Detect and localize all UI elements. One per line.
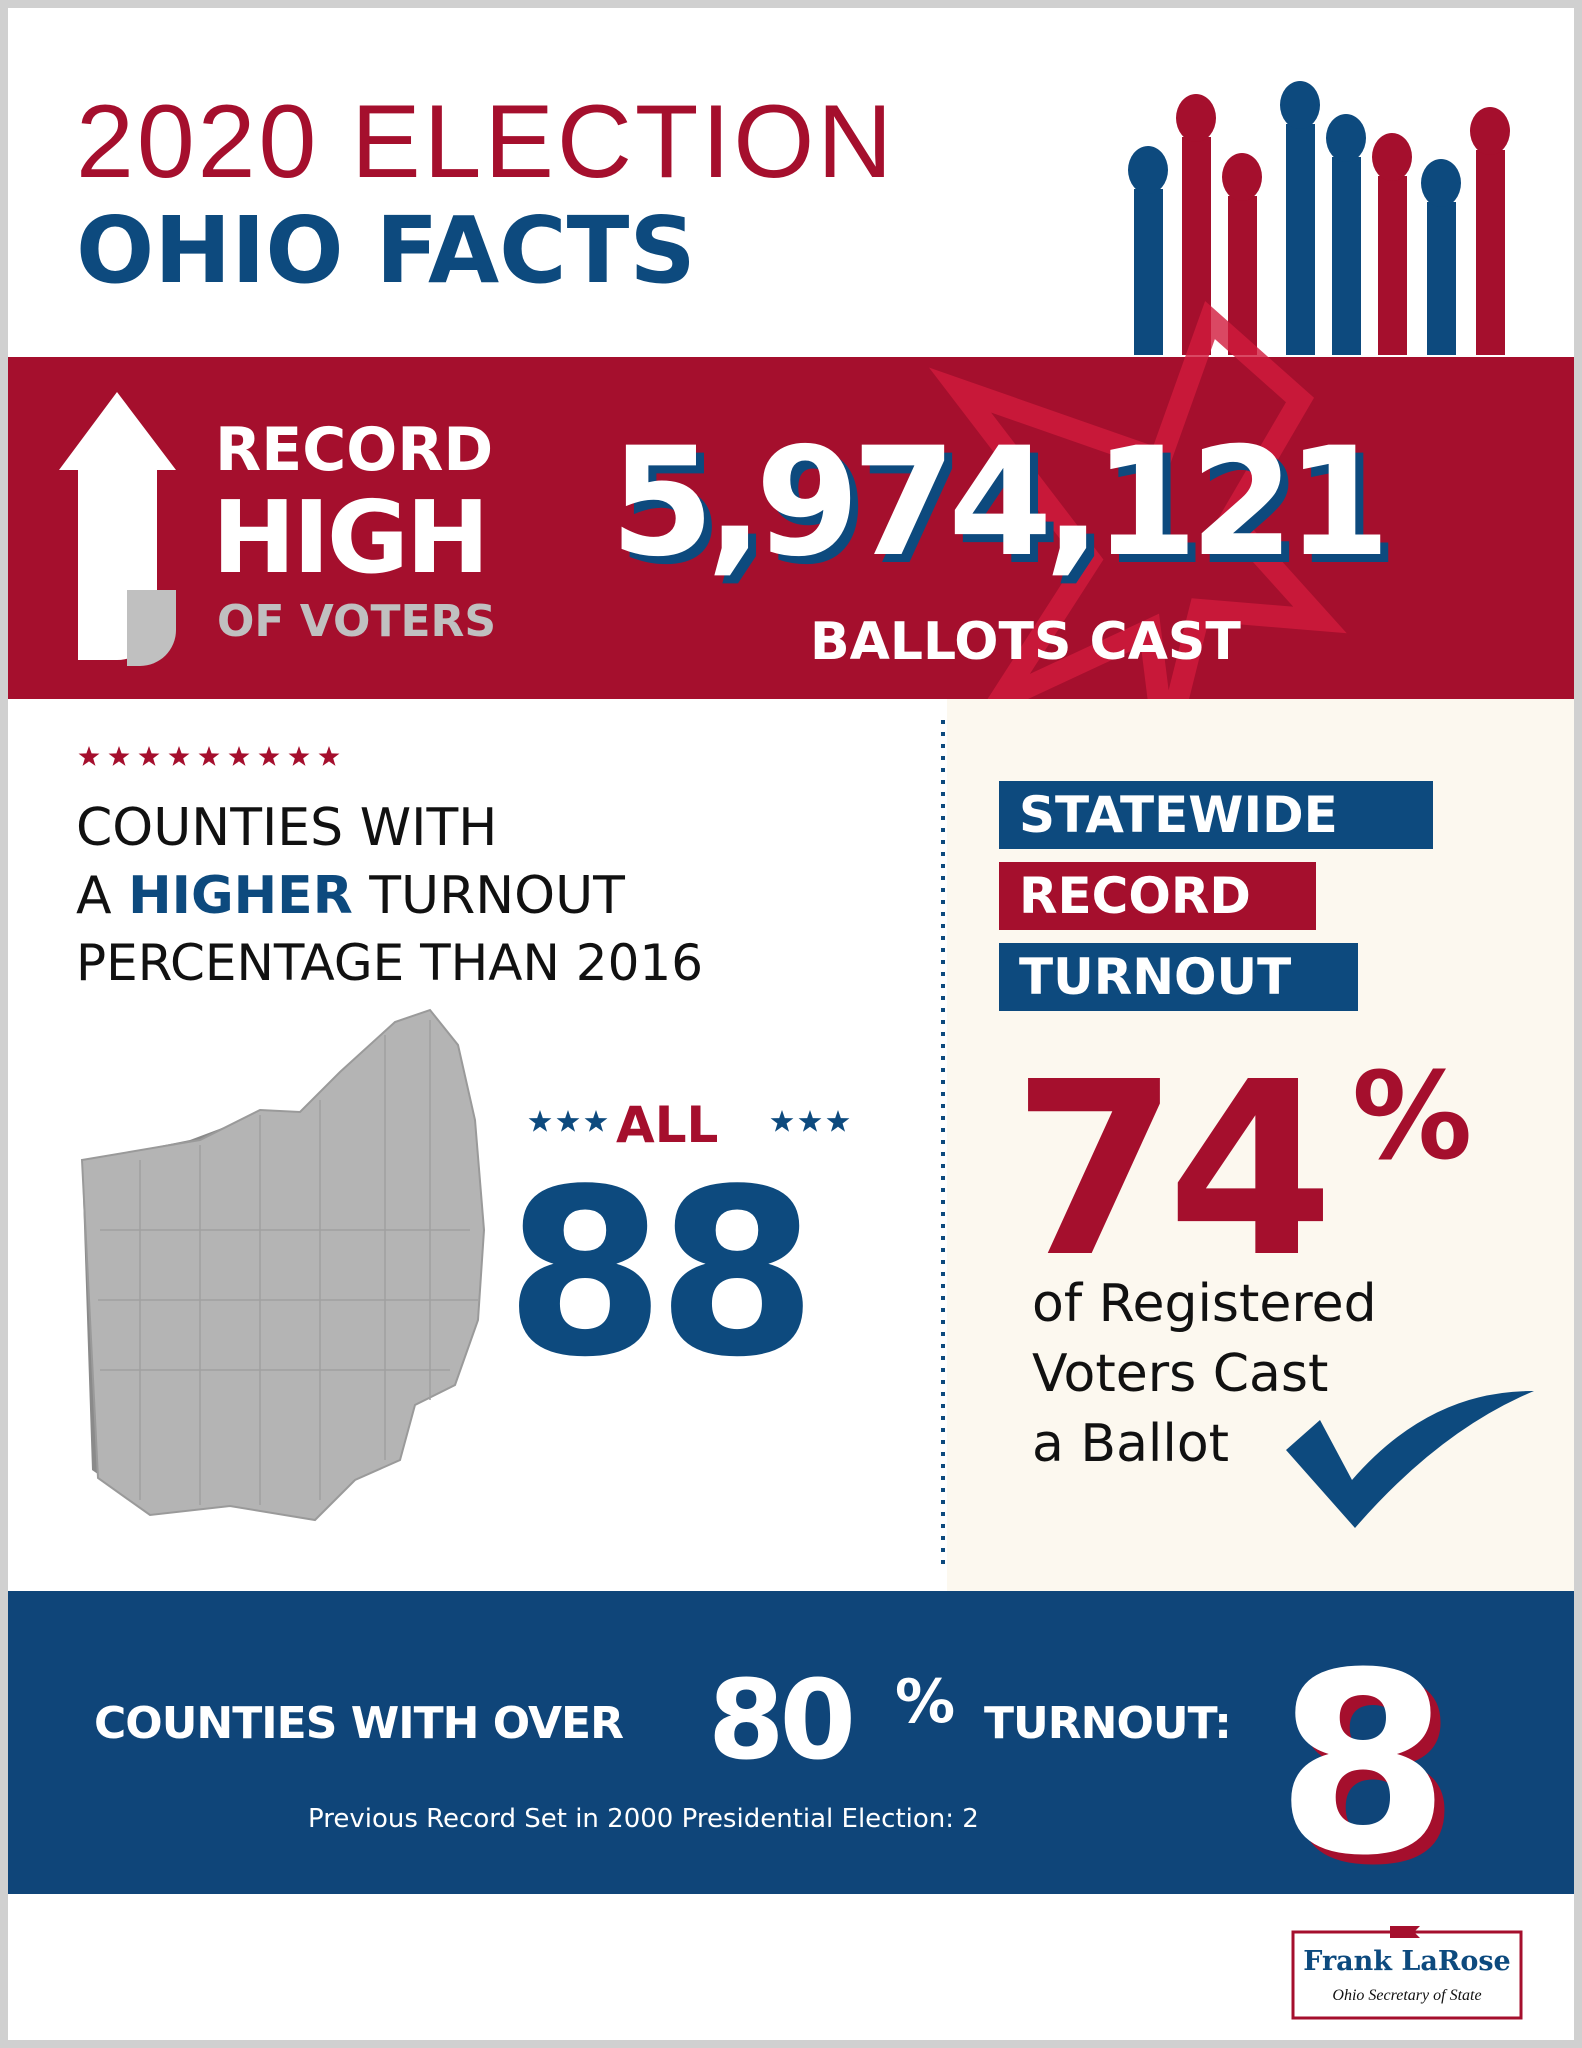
high-label: HIGH bbox=[212, 479, 490, 596]
ballots-label: BALLOTS CAST bbox=[810, 612, 1241, 672]
star-outline bbox=[928, 300, 1347, 753]
bottom-band bbox=[8, 1591, 1574, 1894]
counties-line3: PERCENTAGE THAN 2016 bbox=[76, 934, 704, 992]
footer-note: Previous Record Set in 2000 Presidential… bbox=[308, 1804, 979, 1834]
of-voters-label: OF VOTERS bbox=[217, 596, 497, 647]
stars-row bbox=[78, 746, 340, 766]
text: TURNOUT bbox=[369, 866, 625, 926]
logo-frame bbox=[1291, 1930, 1523, 2020]
counties-line1: COUNTIES WITH bbox=[76, 798, 498, 858]
arrow-curl bbox=[127, 590, 176, 666]
threshold-sign: % bbox=[895, 1667, 956, 1737]
tag: RECORD bbox=[999, 862, 1316, 930]
logo-name: Frank LaRose bbox=[1303, 1946, 1511, 1977]
ballots-count: 5,974,121 bbox=[610, 416, 1391, 590]
banner bbox=[8, 357, 1574, 699]
tag: TURNOUT bbox=[999, 943, 1358, 1011]
caption-line: a Ballot bbox=[1032, 1414, 1230, 1474]
counties-line2: A HIGHER TURNOUT bbox=[76, 870, 625, 922]
turnout-percent: 74 bbox=[1012, 1030, 1334, 1310]
caption-line: of Registered bbox=[1032, 1274, 1377, 1334]
caption-line: Voters Cast bbox=[1032, 1344, 1329, 1404]
title-line1: 2020 ELECTION bbox=[76, 84, 896, 200]
tag: STATEWIDE bbox=[999, 781, 1433, 849]
footer-count: 8 bbox=[1276, 1619, 1450, 1910]
title-line2: OHIO FACTS bbox=[76, 197, 696, 304]
ohio-map bbox=[60, 1008, 486, 1522]
all-count: 88 bbox=[505, 1141, 817, 1408]
logo-title: Ohio Secretary of State bbox=[1332, 1987, 1482, 2004]
checkmark bbox=[1286, 1390, 1534, 1528]
record-label: RECORD bbox=[215, 415, 494, 485]
hands-icon bbox=[1128, 81, 1510, 355]
logo-flag bbox=[1390, 1926, 1420, 1938]
footer-label-b: TURNOUT: bbox=[984, 1698, 1232, 1749]
all-label: ALL bbox=[616, 1096, 719, 1154]
threshold: 80 bbox=[708, 1656, 856, 1784]
footer-label: COUNTIES WITH OVER bbox=[94, 1698, 624, 1749]
text: A bbox=[76, 866, 112, 926]
highlight: HIGHER bbox=[128, 866, 353, 926]
percent-sign: % bbox=[1352, 1048, 1473, 1187]
